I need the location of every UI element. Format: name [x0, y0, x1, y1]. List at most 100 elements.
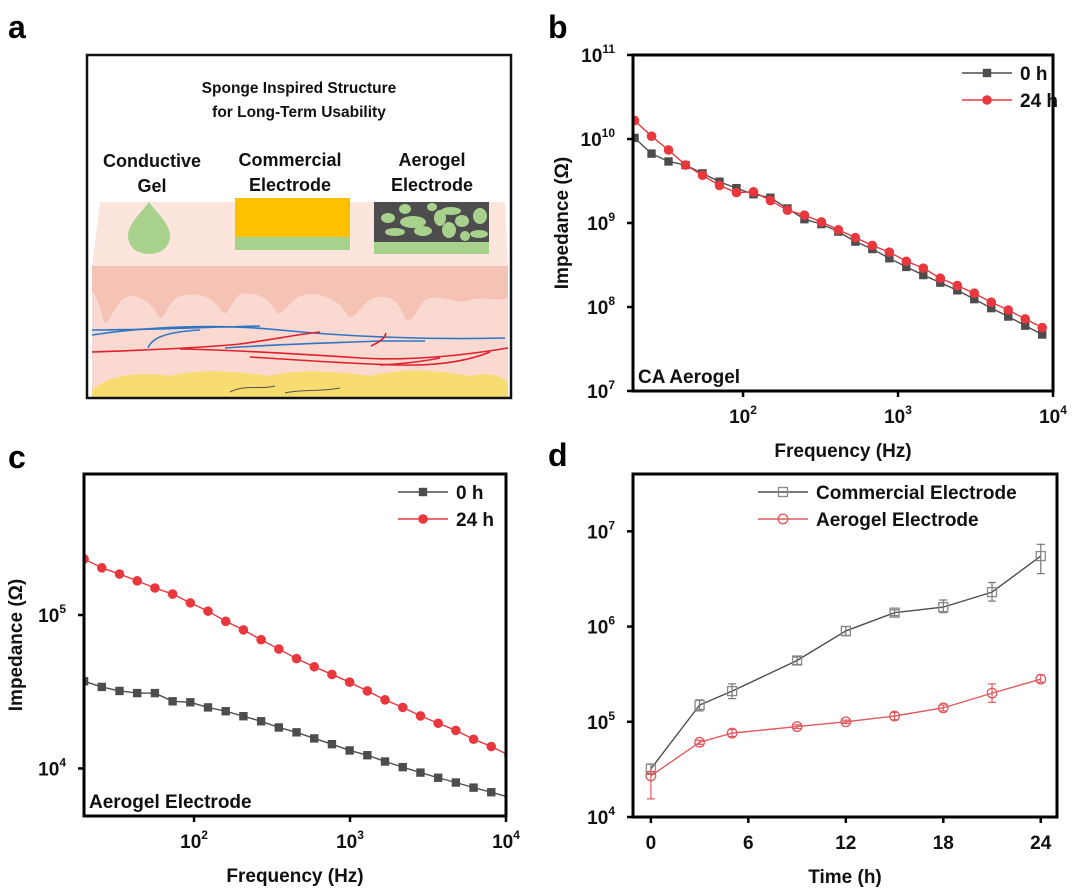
- data-point: [987, 303, 996, 313]
- data-point: [664, 157, 673, 166]
- data-point: [84, 677, 89, 686]
- panel-letter-b: b: [548, 9, 568, 45]
- label-conductive-gel-line1: Conductive: [103, 151, 201, 171]
- data-point: [840, 625, 851, 637]
- data-point: [1038, 330, 1047, 339]
- data-point: [363, 751, 372, 760]
- label-aerogel-electrode-line1: Aerogel: [398, 150, 465, 170]
- data-point: [397, 702, 408, 713]
- data-point: [256, 634, 266, 645]
- y-tick-label: 1011: [581, 42, 615, 67]
- data-point: [867, 240, 878, 251]
- data-point: [291, 653, 302, 664]
- legend: 0 h 24 h: [962, 64, 1058, 112]
- error-bar: [841, 625, 850, 637]
- data-point: [748, 187, 759, 197]
- plot-frame: [82, 472, 508, 818]
- x-tick-label: 12: [835, 833, 856, 854]
- legend-marker: [777, 513, 789, 525]
- y-tick-label: 106: [587, 614, 615, 639]
- data-point: [487, 788, 496, 797]
- data-point: [663, 145, 674, 155]
- y-tick-label: 105: [587, 709, 615, 734]
- data-point: [468, 734, 479, 745]
- error-bar: [841, 719, 850, 725]
- x-tick-label: 0: [646, 833, 657, 854]
- data-point: [731, 187, 742, 198]
- data-point: [292, 728, 301, 737]
- data-point: [889, 710, 900, 722]
- data-point: [1037, 322, 1048, 333]
- data-point: [901, 256, 912, 267]
- inset-annotation: Aerogel Electrode: [89, 792, 252, 813]
- data-point: [694, 699, 705, 711]
- y-axis-label: Impedance (Ω): [552, 157, 573, 289]
- legend-label: 24 h: [456, 510, 494, 531]
- data-point: [327, 669, 337, 680]
- x-tick-label: 18: [933, 833, 954, 854]
- data-point: [274, 723, 284, 732]
- data-point: [680, 160, 691, 170]
- data-point: [380, 757, 390, 766]
- chart-panel-b: 102 103 104 107 108 109 1010 1011 Frequency (Hz)…: [552, 42, 1067, 462]
- data-point: [840, 716, 852, 728]
- data-point: [1035, 550, 1046, 562]
- data-point: [274, 644, 284, 654]
- aerogel-electrode-base: [374, 242, 489, 254]
- y-tick-label: 108: [587, 294, 615, 319]
- data-point: [726, 685, 738, 697]
- data-point: [433, 718, 443, 729]
- commercial-electrode-gel: [235, 237, 350, 250]
- data-point: [986, 297, 997, 308]
- data-point: [150, 688, 160, 698]
- error-bar: [1036, 543, 1045, 575]
- data-point: [791, 721, 803, 733]
- legend-label: Commercial Electrode: [816, 483, 1017, 504]
- legend-label: 0 h: [456, 483, 483, 504]
- legend-label: Aerogel Electrode: [816, 510, 979, 531]
- data-point: [220, 616, 231, 627]
- legend-label: 0 h: [1020, 64, 1047, 85]
- data-point: [433, 773, 443, 782]
- data-point: [1035, 673, 1047, 685]
- data-point: [1021, 321, 1030, 330]
- data-point: [791, 655, 803, 666]
- data-point: [986, 586, 998, 598]
- data-point: [167, 589, 178, 599]
- y-tick-label: 104: [587, 804, 615, 829]
- error-bar: [890, 609, 899, 617]
- series-line: [84, 680, 506, 798]
- legend-item: Commercial Electrode: [758, 483, 1017, 504]
- legend-marker: [418, 487, 428, 497]
- data-point: [185, 598, 196, 608]
- x-tick-label: 104: [1039, 403, 1067, 428]
- data-point: [885, 254, 894, 263]
- blood-vessels: [91, 325, 509, 366]
- panel-letter-a: a: [8, 9, 26, 45]
- x-axis-label: Time (h): [808, 867, 882, 888]
- data-point: [97, 682, 106, 692]
- series-line: [650, 555, 1042, 770]
- data-point: [398, 762, 407, 772]
- data-point: [150, 583, 160, 593]
- data-point: [633, 133, 639, 143]
- data-point: [1004, 312, 1013, 321]
- data-point: [986, 687, 998, 699]
- data-point: [952, 280, 963, 291]
- data-point: [309, 661, 320, 672]
- data-point: [902, 262, 911, 272]
- data-point: [799, 210, 810, 220]
- fat-layer: [92, 370, 508, 398]
- y-tick-label: 109: [587, 210, 615, 235]
- data-point: [889, 607, 900, 618]
- plot-area: [633, 115, 1048, 339]
- series-0-h: [633, 133, 1047, 339]
- error-bar: [988, 683, 997, 703]
- data-point: [451, 725, 461, 736]
- data-point: [919, 270, 928, 280]
- data-point: [96, 563, 107, 573]
- data-point: [239, 712, 248, 721]
- x-axis-label: Frequency (Hz): [774, 441, 911, 462]
- error-bar: [646, 770, 655, 800]
- data-point: [310, 734, 319, 743]
